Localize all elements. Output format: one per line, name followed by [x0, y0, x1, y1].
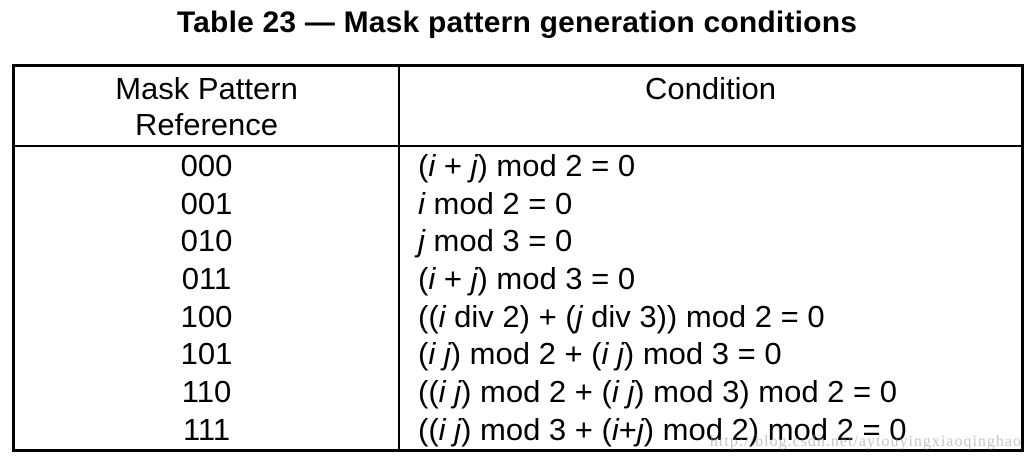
- table-row: 000 (i + j) mod 2 = 0: [13, 146, 1023, 185]
- condition-cell: i mod 2 = 0: [418, 185, 573, 221]
- reference-cell: 001: [13, 184, 400, 223]
- table-row: 111 ((i j) mod 3 + (i+j) mod 2) mod 2 = …: [13, 410, 1023, 450]
- reference-cell: 011: [13, 260, 400, 298]
- header-mask-pattern-reference: Mask Pattern Reference: [13, 65, 400, 147]
- condition-cell: (i + j) mod 2 = 0: [418, 148, 636, 183]
- reference-cell: 000: [13, 146, 400, 185]
- mask-pattern-table: Mask Pattern Reference Condition 000 (i …: [12, 64, 1024, 452]
- condition-cell: ((i j) mod 3 + (i+j) mod 2) mod 2 = 0: [418, 411, 907, 447]
- reference-cell: 100: [13, 297, 400, 336]
- table-row: 001 i mod 2 = 0: [13, 184, 1023, 223]
- reference-cell: 111: [13, 410, 400, 450]
- table-row: 100 ((i div 2) + (j div 3)) mod 2 = 0: [13, 297, 1023, 336]
- header-condition: Condition: [399, 65, 1023, 147]
- reference-cell: 110: [13, 373, 400, 411]
- header-reference-line2: Reference: [134, 107, 279, 142]
- table-row: 101 (i j) mod 2 + (i j) mod 3 = 0: [13, 335, 1023, 374]
- condition-cell: ((i div 2) + (j div 3)) mod 2 = 0: [418, 298, 825, 334]
- table-title: Table 23 — Mask pattern generation condi…: [176, 6, 858, 39]
- table-row: 011 (i + j) mod 3 = 0: [13, 260, 1023, 298]
- header-reference-line1: Mask Pattern: [115, 71, 298, 106]
- reference-cell: 010: [13, 222, 400, 261]
- watermark: http://blog.csdn.net/aytouyingxiaoqingha…: [709, 433, 1022, 450]
- table-row: 110 ((i j) mod 2 + (i j) mod 3) mod 2 = …: [13, 373, 1023, 411]
- table-row: 010 j mod 3 = 0: [13, 222, 1023, 261]
- reference-cell: 101: [13, 335, 400, 374]
- condition-cell: (i j) mod 2 + (i j) mod 3 = 0: [418, 336, 782, 372]
- table-header-row: Mask Pattern Reference Condition: [13, 65, 1023, 147]
- condition-cell: ((i j) mod 2 + (i j) mod 3) mod 2 = 0: [418, 374, 897, 410]
- condition-cell: j mod 3 = 0: [418, 223, 573, 259]
- condition-cell: (i + j) mod 3 = 0: [418, 261, 636, 297]
